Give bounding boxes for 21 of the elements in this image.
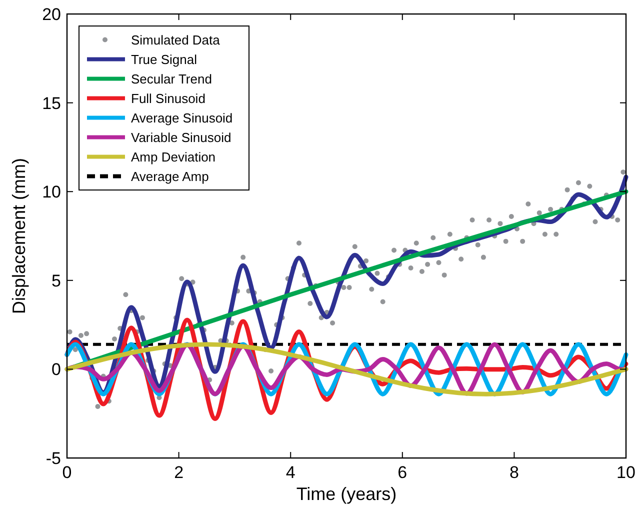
y-tick-label: 0 <box>52 360 61 380</box>
x-tick-label: 8 <box>509 463 519 482</box>
y-tick-label: -5 <box>46 448 61 468</box>
x-tick-label: 6 <box>398 463 408 482</box>
x-tick-label: 2 <box>174 463 184 482</box>
y-tick-label: 20 <box>42 4 61 24</box>
y-axis-title: Displacement (mm) <box>9 158 29 314</box>
legend-label: Amp Deviation <box>131 149 216 164</box>
legend-label: Simulated Data <box>131 32 221 48</box>
legend-label: Average Amp <box>131 168 209 184</box>
legend-label: Full Sinusoid <box>131 90 206 106</box>
x-tick-label: 4 <box>286 463 296 482</box>
x-axis-title: Time (years) <box>296 484 397 504</box>
legend-label: True Signal <box>131 52 198 67</box>
y-tick-label: 15 <box>42 94 61 113</box>
y-tick-label: 10 <box>42 182 61 202</box>
x-tick-label: 10 <box>616 463 636 482</box>
legend-label: Variable Sinusoid <box>131 130 232 145</box>
legend-label: Secular Trend <box>131 71 212 86</box>
y-tick-label: 5 <box>52 271 61 290</box>
legend-label: Average Sinusoid <box>131 110 233 126</box>
